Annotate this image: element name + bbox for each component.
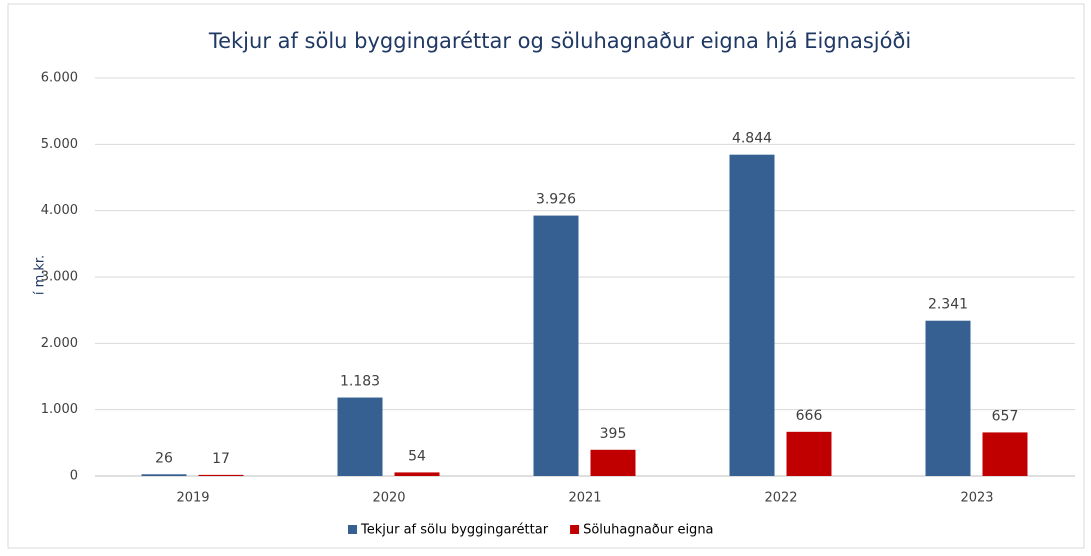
x-tick-label: 2022 <box>764 491 797 506</box>
chart-title: Tekjur af sölu byggingaréttar og söluhag… <box>208 29 911 53</box>
bar <box>590 449 636 476</box>
data-label: 1.183 <box>340 374 380 390</box>
bar <box>729 154 775 476</box>
y-tick-label: 1.000 <box>41 402 78 417</box>
data-label: 4.844 <box>732 131 772 147</box>
bar <box>786 431 832 476</box>
bar <box>337 397 383 476</box>
bar <box>198 474 244 476</box>
y-axis-label: í m.kr. <box>33 255 48 295</box>
x-tick-label: 2020 <box>372 491 405 506</box>
bar <box>533 215 579 477</box>
data-label: 54 <box>408 448 426 464</box>
data-label: 26 <box>155 450 173 466</box>
y-tick-label: 6.000 <box>41 71 78 86</box>
data-label: 2.341 <box>928 297 968 313</box>
bar <box>141 474 187 476</box>
bar <box>982 432 1028 476</box>
y-tick-label: 2.000 <box>41 336 78 351</box>
data-label: 395 <box>600 426 627 442</box>
data-label: 666 <box>796 408 823 424</box>
x-tick-label: 2021 <box>568 491 601 506</box>
y-tick-label: 0 <box>70 469 78 484</box>
legend-swatch <box>348 525 357 534</box>
y-tick-label: 4.000 <box>41 203 78 218</box>
data-label: 3.926 <box>536 192 576 208</box>
y-tick-label: 5.000 <box>41 137 78 152</box>
x-tick-label: 2019 <box>176 491 209 506</box>
legend-label: Söluhagnaður eigna <box>583 523 713 538</box>
x-tick-label: 2023 <box>960 491 993 506</box>
bar <box>925 320 971 476</box>
legend-label: Tekjur af sölu byggingaréttar <box>360 523 549 538</box>
legend-swatch <box>570 525 580 534</box>
y-tick-label: 3.000 <box>41 270 78 285</box>
data-label: 17 <box>212 451 230 467</box>
bar <box>394 472 440 476</box>
data-label: 657 <box>992 408 1019 424</box>
